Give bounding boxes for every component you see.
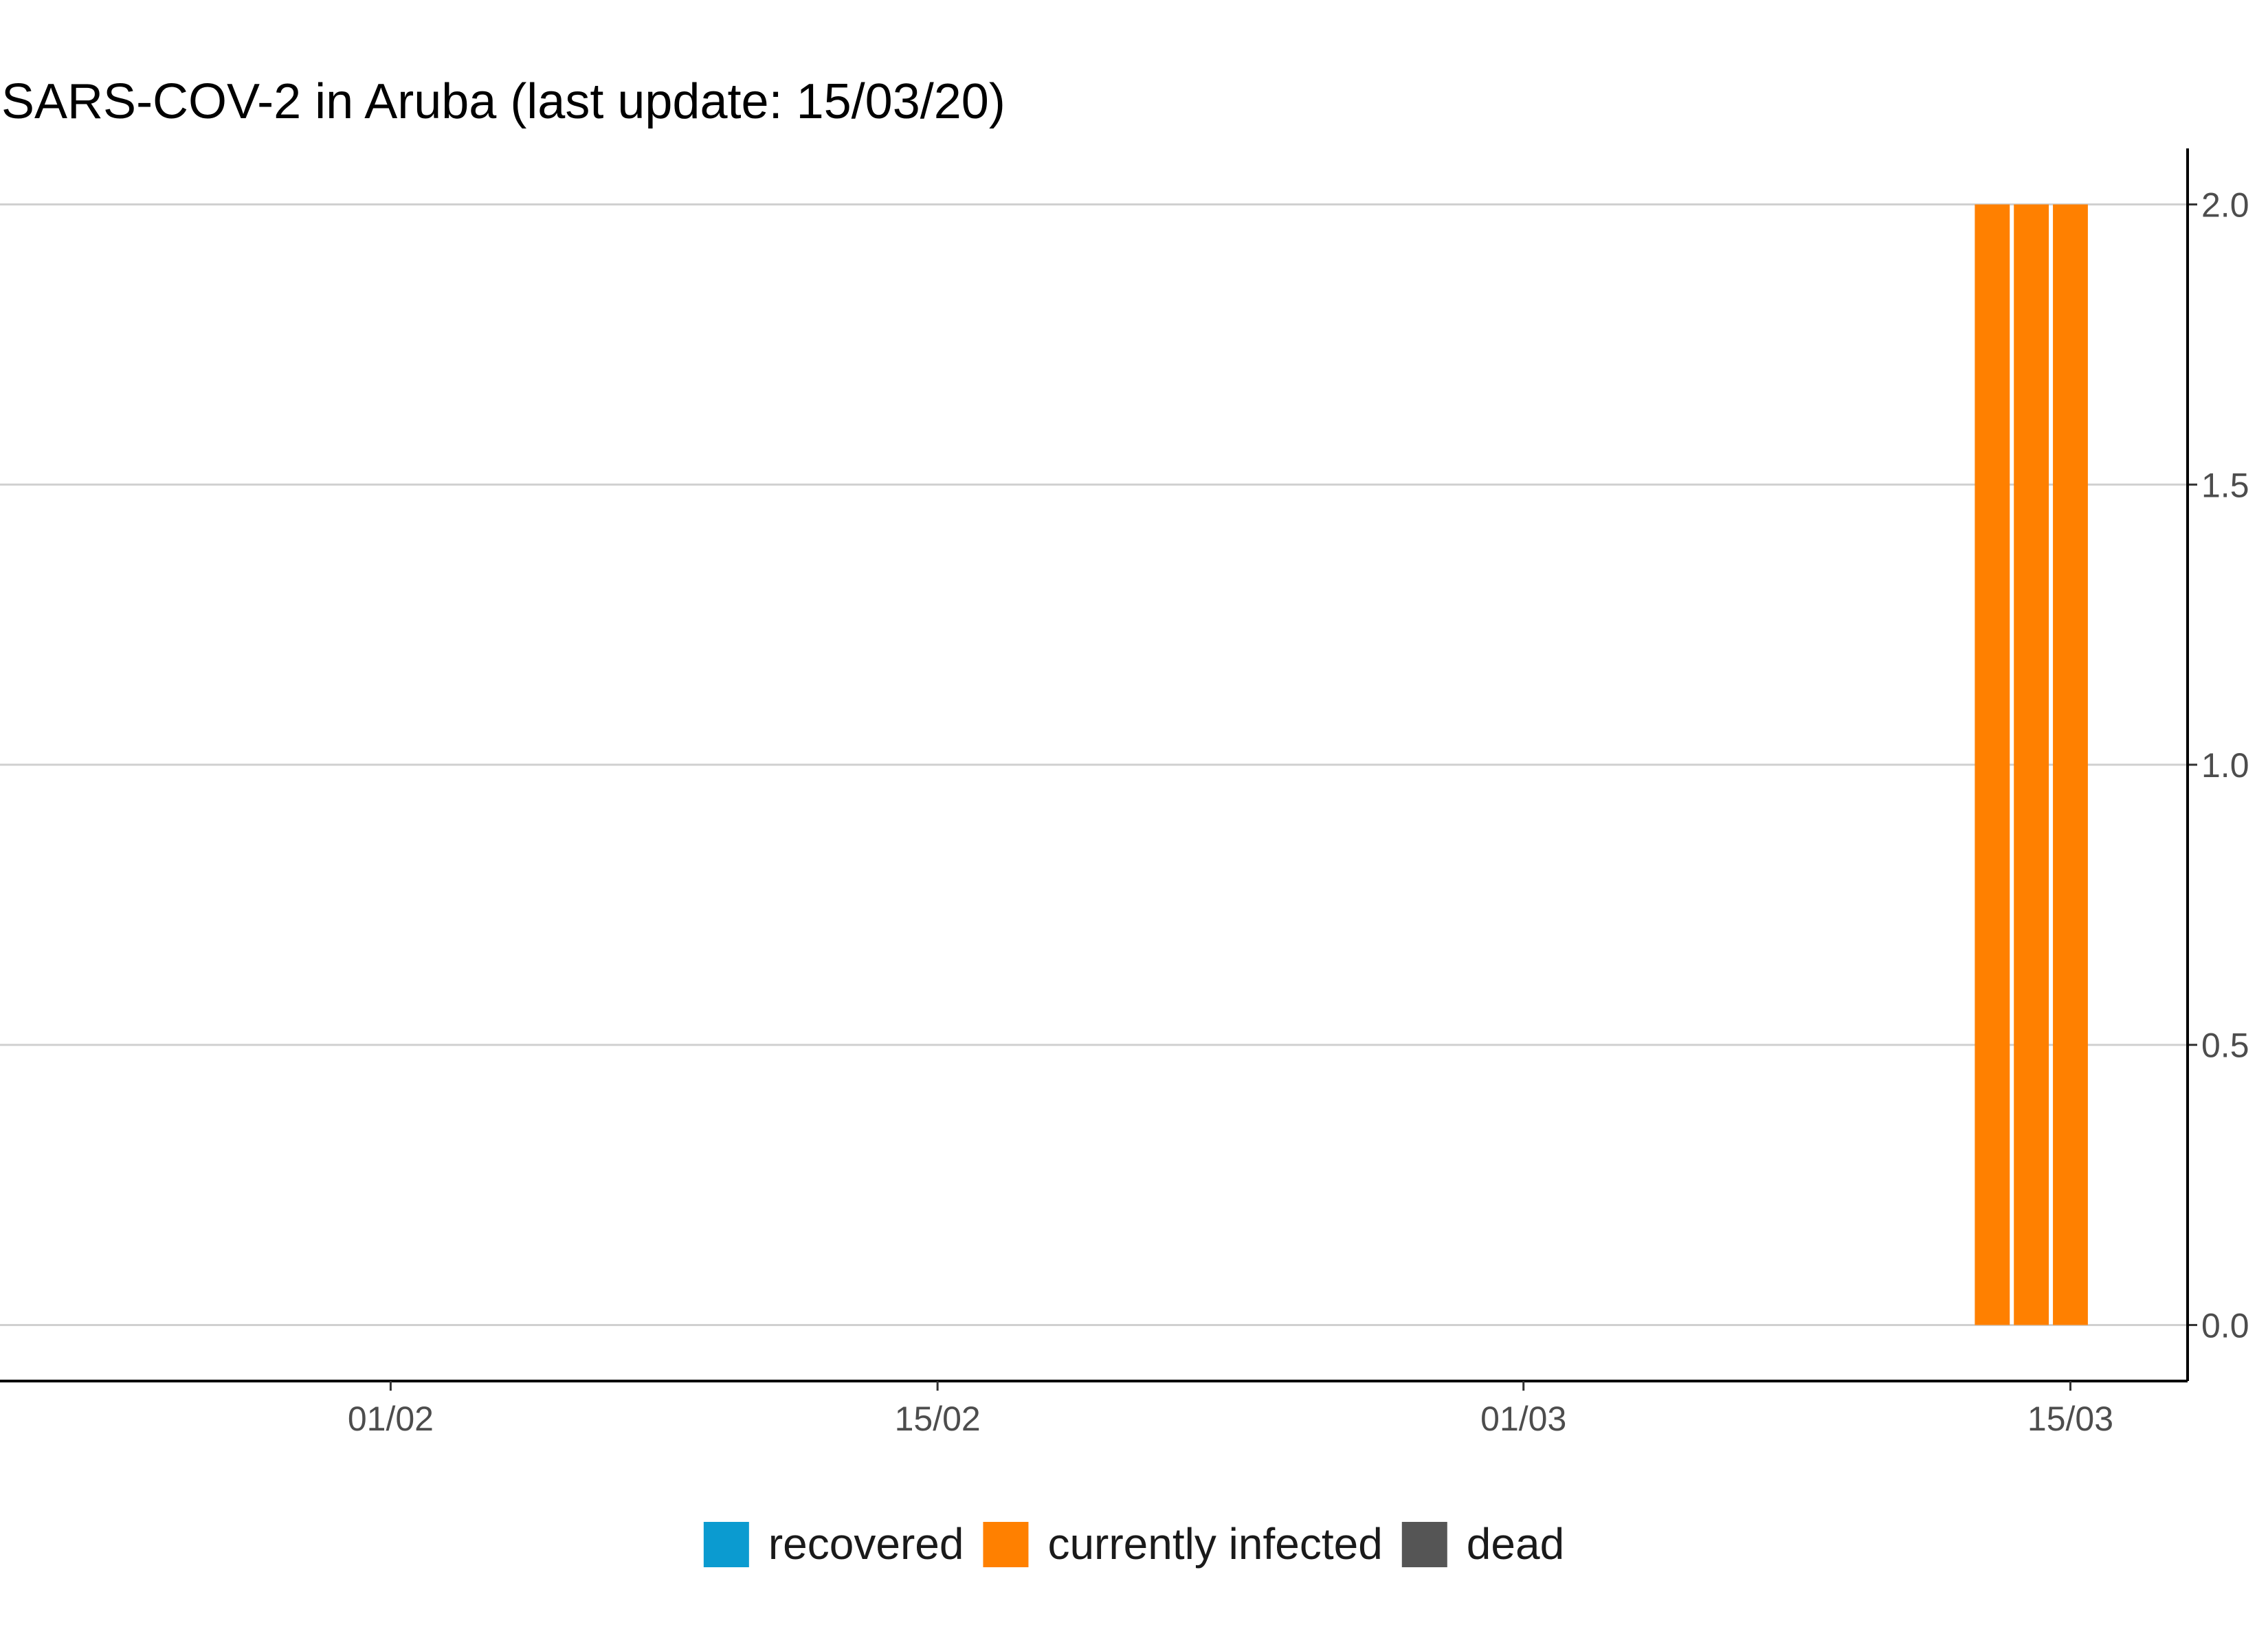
y-tick-label: 1.5	[2201, 466, 2249, 504]
legend-key-recovered	[703, 1522, 749, 1567]
x-tick-label: 01/02	[348, 1400, 434, 1438]
legend-label: dead	[1467, 1519, 1564, 1569]
legend: recovered currently infected dead	[703, 1519, 1564, 1569]
bar-currently-infected-2020-03-14	[2014, 204, 2049, 1325]
legend-label: currently infected	[1047, 1519, 1382, 1569]
axes: 0.0 0.5 1.0 1.5 2.0 01/02 15/02 01/03 15/03	[0, 148, 2249, 1438]
y-tick-label: 1.0	[2201, 746, 2249, 785]
x-tick-label: 15/02	[895, 1400, 981, 1438]
bars	[1975, 204, 2088, 1325]
x-tick-label: 15/03	[2027, 1400, 2113, 1438]
y-tick-label: 0.5	[2201, 1027, 2249, 1065]
x-tick-label: 01/03	[1480, 1400, 1566, 1438]
legend-key-dead	[1401, 1522, 1447, 1567]
bar-currently-infected-2020-03-15	[2053, 204, 2088, 1325]
grid-lines	[0, 203, 2188, 1326]
y-tick-label: 2.0	[2201, 186, 2249, 225]
chart-title: SARS-COV-2 in Aruba (last update: 15/03/…	[1, 74, 1005, 129]
bar-currently-infected-2020-03-13	[1975, 204, 2010, 1325]
legend-label: recovered	[768, 1519, 964, 1569]
y-tick-label: 0.0	[2201, 1306, 2249, 1345]
legend-key-currently-infected	[983, 1522, 1029, 1567]
